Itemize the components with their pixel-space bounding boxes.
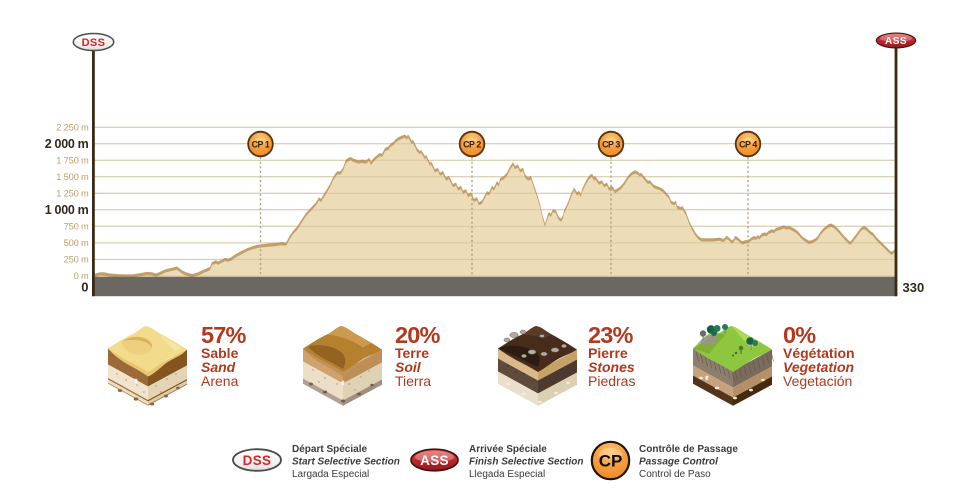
svg-text:ASS: ASS xyxy=(420,453,449,468)
svg-text:Vegetación: Vegetación xyxy=(783,373,852,389)
svg-text:Arrivée Spéciale: Arrivée Spéciale xyxy=(469,444,547,455)
svg-text:0 m: 0 m xyxy=(74,271,89,281)
svg-text:Départ Spéciale: Départ Spéciale xyxy=(292,444,367,455)
svg-text:750 m: 750 m xyxy=(64,222,89,232)
svg-text:Sable: Sable xyxy=(201,345,239,361)
svg-text:Terre: Terre xyxy=(395,345,429,361)
svg-text:57%: 57% xyxy=(201,322,247,348)
svg-text:Largada Especial: Largada Especial xyxy=(292,469,369,480)
svg-text:Soil: Soil xyxy=(395,359,422,375)
svg-text:1 750 m: 1 750 m xyxy=(56,156,89,166)
svg-text:Végétation: Végétation xyxy=(783,345,855,361)
svg-text:Sand: Sand xyxy=(201,359,236,375)
svg-text:23%: 23% xyxy=(588,322,634,348)
svg-text:CP 4: CP 4 xyxy=(739,139,757,149)
svg-text:Contrôle de Passage: Contrôle de Passage xyxy=(639,444,738,455)
svg-text:2 250 m: 2 250 m xyxy=(56,123,89,133)
svg-text:Llegada Especial: Llegada Especial xyxy=(469,469,545,480)
svg-text:0%: 0% xyxy=(783,322,816,348)
svg-text:Pierre: Pierre xyxy=(588,345,628,361)
svg-text:DSS: DSS xyxy=(243,453,272,468)
svg-text:250 m: 250 m xyxy=(64,255,89,265)
svg-text:CP 2: CP 2 xyxy=(463,139,481,149)
svg-text:Stones: Stones xyxy=(588,359,635,375)
svg-text:Tierra: Tierra xyxy=(395,373,431,389)
svg-text:CP 3: CP 3 xyxy=(602,139,620,149)
svg-text:1 500 m: 1 500 m xyxy=(56,172,89,182)
svg-text:20%: 20% xyxy=(395,322,441,348)
svg-text:Arena: Arena xyxy=(201,373,239,389)
svg-text:1 000 m: 1 000 m xyxy=(45,203,89,217)
svg-text:2 000 m: 2 000 m xyxy=(45,137,89,151)
svg-text:1 250 m: 1 250 m xyxy=(56,189,89,199)
svg-text:Piedras: Piedras xyxy=(588,373,635,389)
svg-text:DSS: DSS xyxy=(82,37,106,49)
svg-text:Control de Paso: Control de Paso xyxy=(639,469,711,480)
svg-text:0: 0 xyxy=(81,280,88,295)
svg-text:500 m: 500 m xyxy=(64,238,89,248)
svg-text:Passage Control: Passage Control xyxy=(639,457,718,468)
svg-text:Start Selective Section: Start Selective Section xyxy=(292,457,400,468)
svg-text:330: 330 xyxy=(903,280,925,295)
svg-text:CP: CP xyxy=(599,452,623,471)
svg-text:Finish Selective Section: Finish Selective Section xyxy=(469,457,583,468)
svg-text:ASS: ASS xyxy=(885,36,907,47)
svg-text:Vegetation: Vegetation xyxy=(783,359,854,375)
svg-text:CP 1: CP 1 xyxy=(252,139,270,149)
